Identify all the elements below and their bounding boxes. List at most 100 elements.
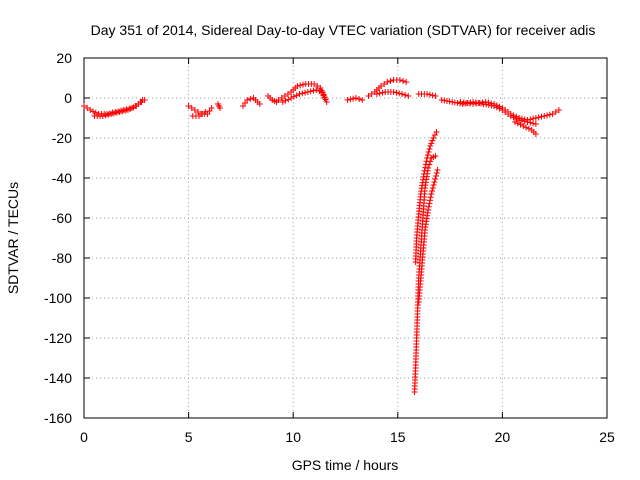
data-point-marker	[297, 82, 304, 89]
data-point-marker	[434, 167, 441, 173]
data-point-marker	[429, 188, 436, 194]
data-series	[81, 77, 562, 395]
axis-ticks	[83, 57, 608, 419]
x-tick-labels: 0 5 10 15 20 25	[80, 429, 615, 445]
data-point-marker	[365, 93, 372, 99]
data-point-marker	[425, 203, 432, 210]
y-tick-label: -120	[44, 330, 72, 346]
data-point-marker	[130, 104, 137, 111]
data-point-marker	[185, 103, 192, 109]
data-point-marker	[491, 101, 498, 107]
data-point-marker	[552, 109, 559, 115]
data-point-marker	[431, 132, 438, 138]
data-point-marker	[244, 97, 251, 103]
data-point-marker	[105, 111, 112, 118]
data-point-marker	[196, 113, 203, 119]
data-point-marker	[390, 89, 397, 95]
data-point-marker	[275, 97, 282, 103]
data-point-marker	[307, 88, 314, 95]
data-point-marker	[424, 155, 431, 161]
data-point-marker	[284, 91, 291, 97]
data-point-marker	[304, 89, 311, 95]
data-point-marker	[344, 97, 351, 103]
data-point-marker	[302, 89, 309, 96]
data-point-marker	[129, 105, 136, 111]
data-point-marker	[428, 191, 435, 197]
y-tick-label: 20	[56, 50, 72, 66]
data-point-marker	[423, 158, 430, 165]
data-point-marker	[429, 185, 436, 191]
data-point-marker	[256, 101, 263, 107]
data-point-marker	[108, 111, 115, 117]
x-tick-label: 20	[495, 429, 511, 445]
data-point-marker	[356, 96, 363, 102]
data-point-marker	[555, 107, 562, 113]
data-point-marker	[430, 135, 437, 141]
data-point-marker	[90, 108, 97, 115]
data-point-marker	[510, 112, 517, 119]
data-point-marker	[527, 116, 534, 123]
y-tick-labels: 20 0 -20 -40 -60 -80 -100 -120 -140 -160	[44, 50, 72, 426]
data-point-marker	[199, 111, 206, 117]
data-point-marker	[400, 78, 407, 84]
data-point-marker	[216, 105, 223, 111]
data-point-marker	[426, 91, 433, 98]
data-point-marker	[195, 109, 202, 115]
data-point-marker	[92, 109, 99, 116]
data-point-marker	[424, 91, 431, 97]
data-point-marker	[422, 161, 429, 168]
data-point-marker	[402, 92, 409, 98]
x-tick-label: 10	[285, 429, 301, 445]
data-point-marker	[544, 112, 551, 119]
data-point-marker	[311, 81, 318, 87]
data-point-marker	[429, 137, 436, 144]
data-point-marker	[518, 115, 525, 122]
data-point-marker	[139, 97, 146, 103]
data-point-marker	[425, 149, 432, 155]
grid-lines	[84, 58, 607, 418]
data-point-marker	[427, 143, 434, 149]
data-point-marker	[427, 194, 434, 201]
data-point-marker	[373, 91, 380, 97]
data-point-marker	[202, 109, 209, 115]
data-point-marker	[485, 99, 492, 106]
data-point-marker	[538, 113, 545, 120]
data-point-marker	[282, 97, 289, 104]
data-point-marker	[285, 96, 292, 103]
data-point-marker	[520, 123, 527, 129]
data-point-marker	[432, 93, 439, 99]
data-point-marker	[396, 77, 403, 83]
data-point-marker	[288, 95, 295, 101]
data-point-marker	[352, 95, 359, 101]
data-point-marker	[279, 99, 286, 105]
data-point-marker	[426, 146, 433, 152]
data-point-marker	[521, 116, 528, 123]
data-point-marker	[368, 91, 375, 97]
data-point-marker	[431, 179, 438, 185]
y-tick-label: -80	[52, 250, 72, 266]
data-point-marker	[396, 90, 403, 97]
data-point-marker	[482, 99, 489, 105]
data-point-marker	[84, 105, 91, 111]
data-point-marker	[281, 93, 288, 99]
data-point-marker	[549, 111, 556, 117]
data-point-marker	[507, 111, 514, 117]
data-point-marker	[535, 114, 542, 121]
y-tick-label: -140	[44, 370, 72, 386]
data-point-marker	[393, 89, 400, 96]
data-point-marker	[426, 200, 433, 207]
data-point-marker	[116, 109, 123, 115]
data-point-marker	[516, 115, 523, 121]
x-tick-label: 25	[599, 429, 615, 445]
data-point-marker	[294, 83, 301, 89]
data-point-marker	[421, 167, 428, 174]
y-tick-label: -20	[52, 130, 72, 146]
data-point-marker	[127, 105, 134, 112]
data-point-marker	[530, 115, 537, 122]
data-point-marker	[514, 120, 521, 127]
data-point-marker	[525, 125, 532, 132]
data-point-marker	[432, 176, 439, 182]
y-tick-label: -60	[52, 210, 72, 226]
data-point-marker	[403, 79, 410, 85]
data-point-marker	[87, 107, 94, 113]
